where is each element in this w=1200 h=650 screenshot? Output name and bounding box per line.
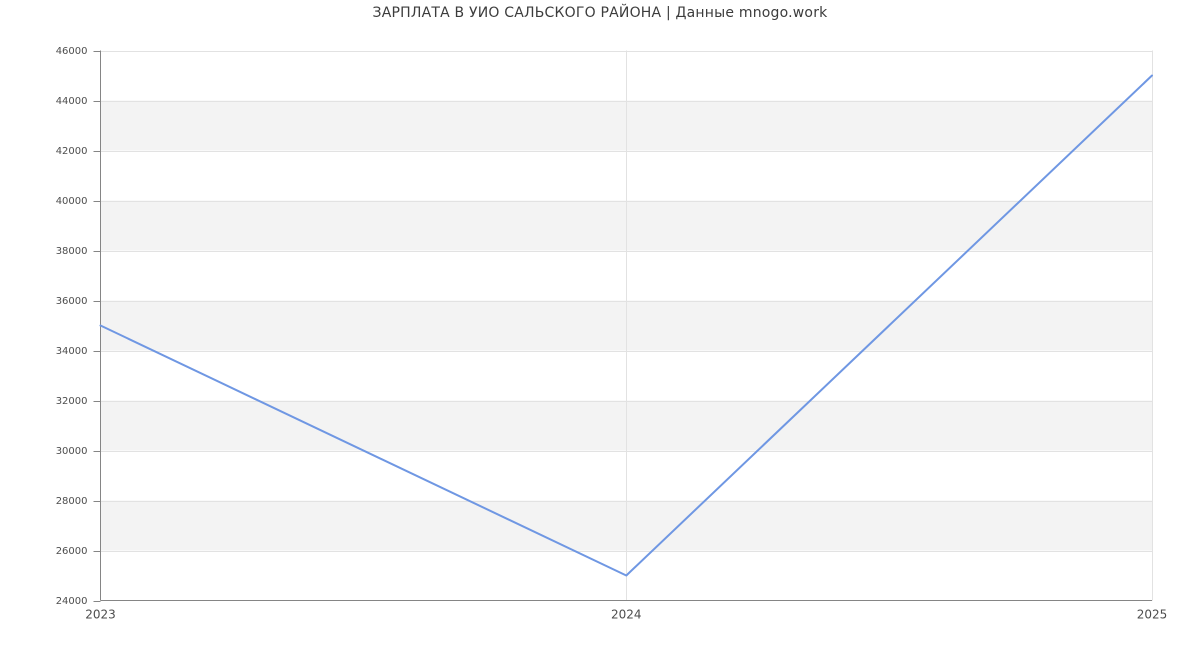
salary-series-line [99,74,1153,577]
y-axis-tick-label: 46000 [56,46,88,57]
y-axis-tick-label: 44000 [56,96,88,107]
y-axis-tick-label: 36000 [56,296,88,307]
x-axis-tick-label: 2024 [611,608,642,622]
y-axis-tick-label: 40000 [56,196,88,207]
y-axis-tick-label: 28000 [56,496,88,507]
y-axis-tick-label: 26000 [56,546,88,557]
y-axis-tick-label: 30000 [56,446,88,457]
y-axis-tick-label: 38000 [56,246,88,257]
x-axis-tick-label: 2025 [1137,608,1168,622]
chart-title: ЗАРПЛАТА В УИО САЛЬСКОГО РАЙОНА | Данные… [372,5,828,21]
y-axis-tick-label: 42000 [56,146,88,157]
y-axis-tick-label: 32000 [56,396,88,407]
y-axis-tick-label: 34000 [56,346,88,357]
x-axis-tick-label: 2023 [85,608,116,622]
y-axis-tick-label: 24000 [56,596,88,607]
